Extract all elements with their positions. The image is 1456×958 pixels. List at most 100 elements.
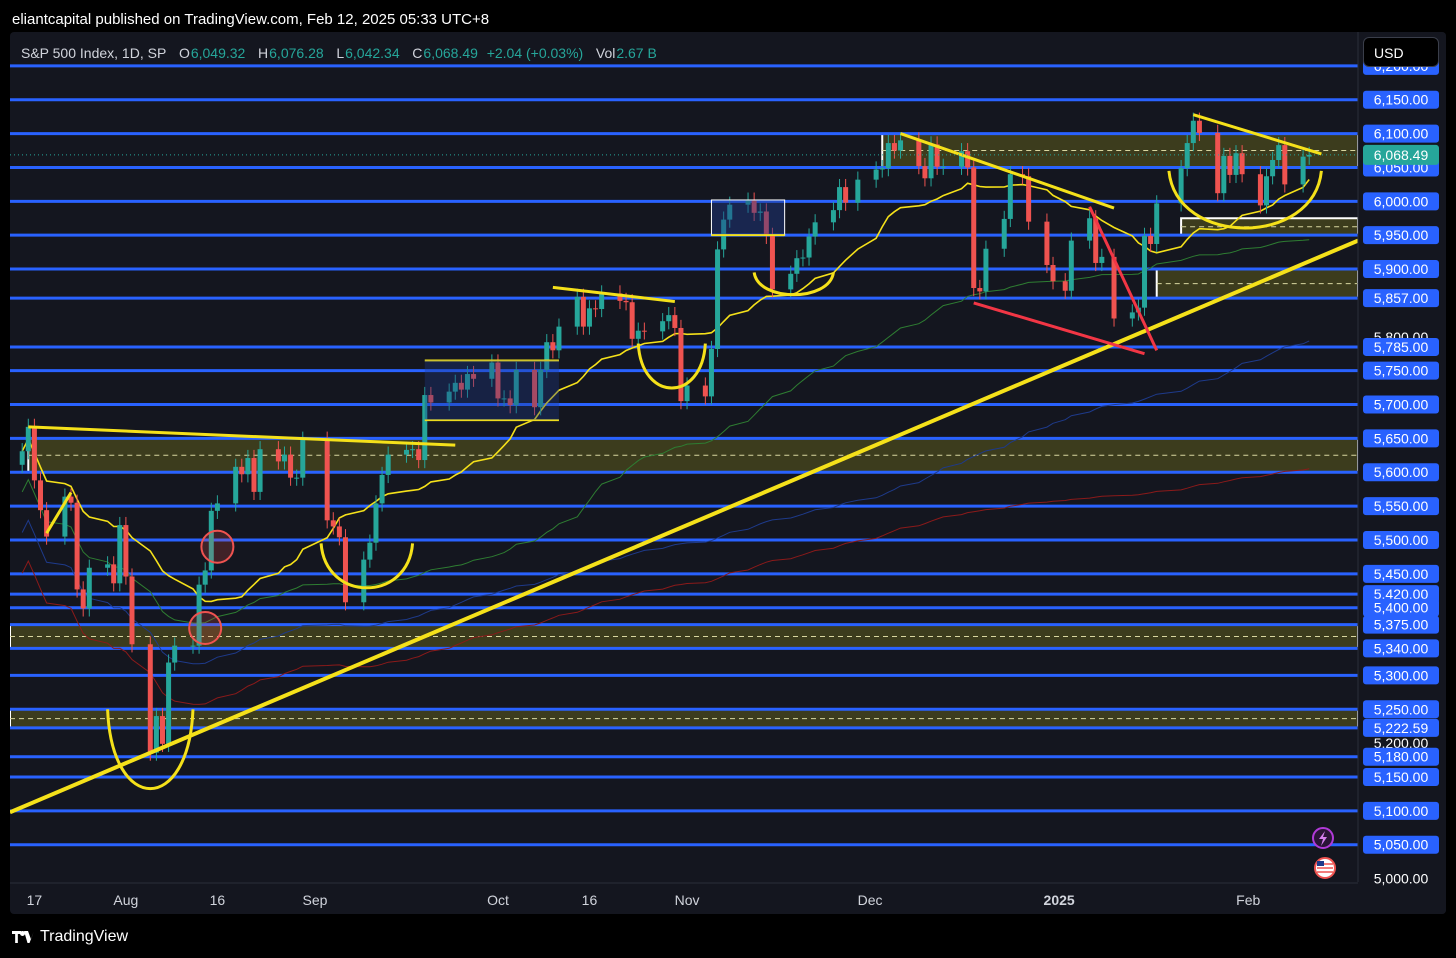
annotation-stroke — [45, 491, 73, 534]
time-tick-label: 17 — [27, 892, 43, 908]
candle-body — [891, 143, 897, 151]
time-tick-label: 2025 — [1044, 892, 1075, 908]
candle-body — [1007, 174, 1013, 219]
candle-body — [1215, 132, 1221, 194]
time-tick-label: 16 — [582, 892, 598, 908]
last-price-tag — [1363, 144, 1439, 165]
candle-body — [1190, 120, 1196, 144]
candle-body — [885, 143, 891, 169]
candle-body — [214, 503, 220, 511]
price-tick-label: 5,180.00 — [1374, 749, 1429, 765]
candle-body — [1270, 160, 1276, 177]
candle-body — [593, 308, 599, 310]
candle-body — [172, 645, 178, 663]
candle-body — [830, 210, 836, 223]
candle-body — [1178, 168, 1184, 204]
candle-body — [684, 385, 690, 402]
consolidation-box — [424, 360, 559, 421]
candle-body — [410, 449, 416, 451]
candle-body — [452, 382, 458, 392]
moving-average-line — [21, 468, 1310, 705]
price-chart[interactable]: 6,200.006,150.006,100.006,050.006,000.00… — [10, 32, 1446, 914]
candle-body — [1044, 221, 1050, 265]
candle-body — [336, 526, 342, 538]
price-tick-label: 5,857.00 — [1374, 290, 1429, 306]
price-label-box — [1363, 666, 1439, 685]
price-tick-label: 5,250.00 — [1374, 701, 1429, 717]
time-tick-label: Dec — [858, 892, 883, 908]
price-tick-label: 5,400.00 — [1374, 600, 1429, 616]
candle-body — [416, 449, 422, 461]
close-label: C — [412, 45, 423, 61]
volume-label: Vol — [595, 45, 616, 61]
candle-body — [153, 716, 159, 753]
candle-body — [763, 211, 769, 236]
price-label-box — [1363, 226, 1439, 245]
price-tick-label: 5,340.00 — [1374, 640, 1429, 656]
cup-annotation — [106, 709, 195, 790]
time-tick-label: Aug — [113, 892, 138, 908]
candle-body — [37, 480, 43, 511]
candle-body — [111, 564, 117, 584]
tradingview-brand[interactable]: TradingView — [12, 928, 128, 946]
price-tick-label: 6,100.00 — [1374, 126, 1429, 142]
resistance-line — [1192, 113, 1322, 156]
candle-body — [629, 302, 635, 339]
time-tick-label: Sep — [303, 892, 328, 908]
price-tick-label: 5,550.00 — [1374, 498, 1429, 514]
cup-annotation — [752, 272, 835, 297]
candle-body — [751, 200, 757, 213]
candle-body — [1282, 145, 1288, 185]
candle-body — [245, 458, 251, 475]
candle-body — [1227, 155, 1233, 175]
price-label-box — [1363, 747, 1439, 766]
candle-body — [617, 293, 623, 301]
candle-body — [251, 458, 257, 492]
candle-body — [1239, 153, 1245, 175]
candle-body — [62, 496, 68, 537]
open-label: O — [178, 45, 190, 61]
price-tick-label: 5,100.00 — [1374, 803, 1429, 819]
tradingview-logo-icon — [12, 930, 34, 944]
open-value: 6,049.32 — [190, 45, 246, 61]
candle-body — [580, 296, 586, 327]
candle-body — [281, 454, 287, 462]
candle-body — [1184, 143, 1190, 169]
candle-body — [556, 326, 562, 351]
chart-panel[interactable]: 6,200.006,150.006,100.006,050.006,000.00… — [10, 32, 1446, 914]
candle-body — [513, 369, 519, 406]
price-tick-label: 5,300.00 — [1374, 667, 1429, 683]
candle-body — [373, 503, 379, 543]
candle-body — [129, 576, 135, 645]
candle-body — [68, 496, 74, 503]
highlight-circle — [200, 529, 235, 564]
price-label-box — [1363, 585, 1439, 604]
candle-body — [385, 454, 391, 475]
candle-body — [1257, 174, 1263, 206]
candle-body — [1093, 218, 1099, 263]
currency-button[interactable]: USD — [1363, 37, 1439, 67]
low-value: 6,042.34 — [345, 45, 400, 61]
candle-body — [422, 395, 428, 461]
price-label-box — [1363, 768, 1439, 787]
candle-body — [599, 293, 605, 310]
flag-canton — [1317, 861, 1324, 866]
candle-body — [507, 398, 513, 406]
candle-body — [367, 542, 373, 560]
candle-body — [428, 395, 434, 403]
lightning-glyph — [1319, 831, 1327, 846]
candle-body — [788, 273, 794, 290]
candle-body — [288, 454, 294, 478]
candle-body — [489, 362, 495, 379]
candle-body — [538, 369, 544, 408]
price-label-box — [1363, 530, 1439, 549]
candle-body — [147, 644, 153, 753]
price-tick-label: 5,200.00 — [1374, 735, 1429, 751]
price-label-box — [1363, 639, 1439, 658]
candle-body — [1221, 155, 1227, 194]
symbol-title[interactable]: S&P 500 Index, 1D, SP — [21, 45, 167, 61]
candle-body — [74, 502, 80, 590]
candle-body — [464, 374, 470, 390]
candle-body — [586, 308, 592, 327]
candle-body — [983, 248, 989, 292]
